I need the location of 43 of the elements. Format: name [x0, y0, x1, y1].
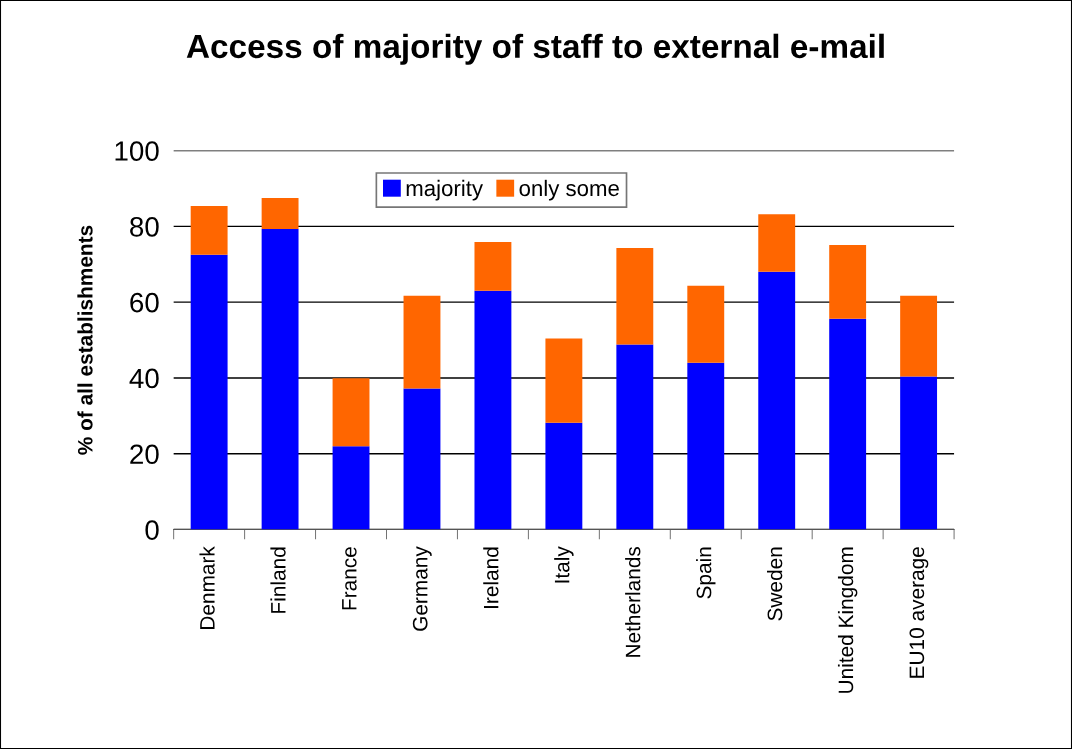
- bar: [616, 344, 654, 530]
- bar: [545, 338, 583, 423]
- bar: [474, 241, 512, 291]
- legend-label: majority: [406, 179, 483, 201]
- bar: [190, 254, 228, 530]
- x-tick-label: Spain: [696, 547, 716, 599]
- y-axis-title: % of all establishments: [77, 225, 93, 455]
- y-tick-label: 80: [130, 217, 159, 237]
- bar: [332, 446, 370, 530]
- bar: [758, 271, 796, 530]
- bar: [900, 295, 938, 377]
- bar: [332, 378, 370, 447]
- y-tick-label: 100: [115, 141, 159, 161]
- x-tick-label: Finland: [270, 547, 286, 613]
- bar: [687, 362, 725, 530]
- bar: [261, 197, 299, 229]
- legend-label: only some: [519, 179, 619, 201]
- y-tick-label: 20: [130, 444, 159, 465]
- x-tick-label: Sweden: [767, 547, 783, 621]
- bar: [403, 295, 441, 389]
- chart-title: Access of majority of staff to external e-mail: [186, 33, 884, 65]
- x-tick-label: United Kingdom: [837, 547, 858, 693]
- bar: [900, 376, 938, 530]
- bar: [545, 422, 583, 530]
- bar: [616, 247, 654, 345]
- bar: [758, 214, 796, 272]
- bar: [474, 290, 512, 530]
- x-tick-label: EU10 average: [909, 547, 929, 678]
- x-tick-label: Netherlands: [625, 546, 641, 657]
- x-tick-label: Italy: [554, 546, 574, 583]
- x-tick-label: Germany: [412, 546, 432, 631]
- bar: [829, 318, 867, 530]
- y-tick-label: 40: [129, 368, 159, 389]
- y-tick-label: 0: [145, 520, 159, 540]
- bar: [829, 244, 867, 319]
- y-tick-label: 60: [130, 292, 159, 313]
- x-tick-label: Denmark: [199, 546, 215, 630]
- bar: [190, 205, 228, 255]
- bar: [403, 388, 441, 530]
- x-tick-label: Ireland: [483, 547, 499, 608]
- bar: [261, 229, 299, 530]
- bar: [687, 285, 725, 363]
- x-tick-label: France: [342, 547, 357, 610]
